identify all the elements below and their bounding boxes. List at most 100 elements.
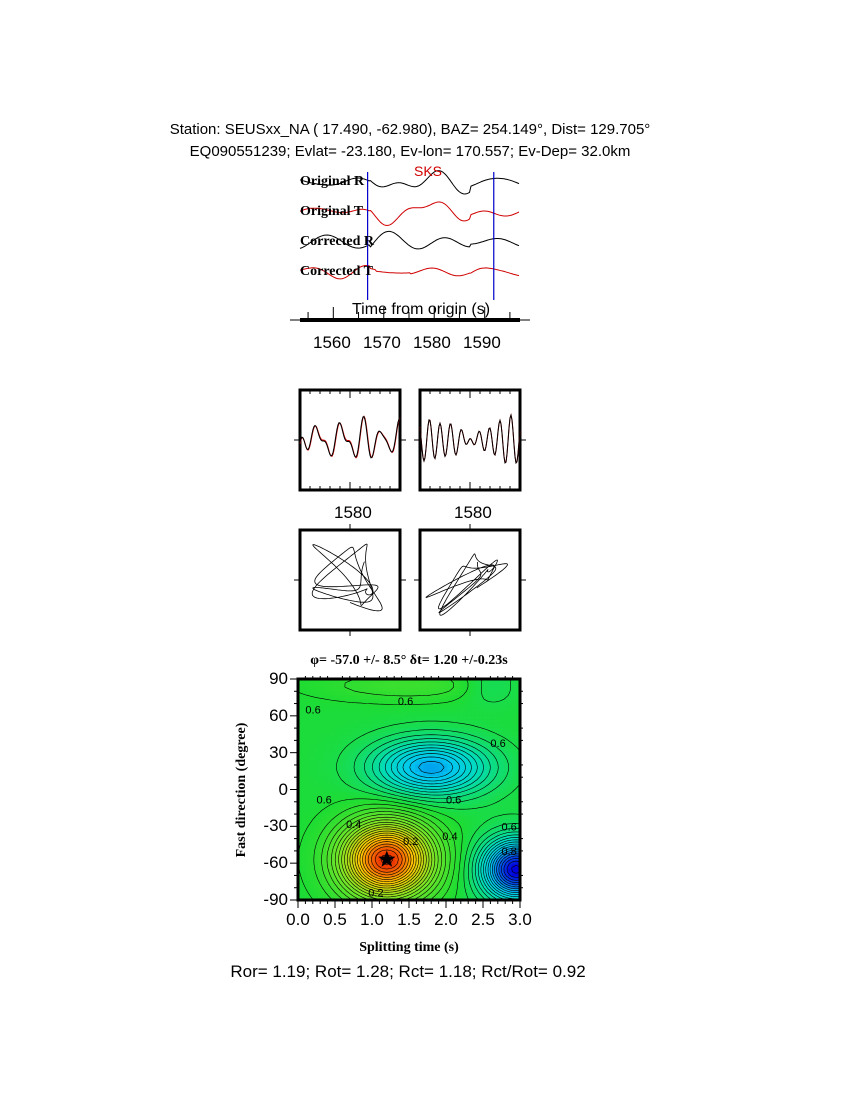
heatmap-cell — [511, 791, 517, 797]
heatmap-cell — [318, 771, 323, 777]
heatmap-cell — [314, 679, 319, 684]
heatmap-cell — [455, 803, 461, 809]
heatmap-cell — [511, 783, 517, 789]
heatmap-cell — [354, 707, 360, 712]
heatmap-cell — [515, 815, 521, 821]
heatmap-cell — [350, 827, 356, 833]
heatmap-cell — [491, 875, 497, 881]
heatmap-cell — [495, 815, 501, 821]
heatmap-cell — [443, 875, 448, 881]
heatmap-cell — [419, 679, 424, 684]
heatmap-cell — [330, 783, 335, 789]
heatmap-cell — [346, 815, 352, 821]
heatmap-cell — [370, 827, 376, 833]
heatmap-cell — [471, 803, 477, 809]
heatmap-cell — [310, 811, 315, 817]
heatmap-cell — [334, 779, 339, 785]
heatmap-cell — [435, 691, 440, 696]
heatmap-cell — [447, 823, 452, 829]
heatmap-cell — [411, 739, 416, 744]
heatmap-cell — [411, 819, 416, 825]
heatmap-cell — [386, 895, 392, 901]
heatmap-cell — [479, 799, 485, 805]
heatmap-cell — [318, 759, 323, 764]
heatmap-cell — [435, 719, 440, 724]
heatmap-cell — [394, 891, 400, 897]
heatmap-cell — [346, 763, 352, 768]
heatmap-cell — [310, 895, 315, 901]
heatmap-cell — [471, 871, 477, 877]
heatmap-cell — [431, 883, 436, 889]
heatmap-cell — [511, 871, 517, 877]
heatmap-cell — [302, 819, 307, 825]
heatmap-cell — [431, 719, 436, 724]
heatmap-cell — [306, 695, 311, 700]
heatmap-cell — [427, 687, 432, 692]
heatmap-cell — [314, 807, 319, 813]
heatmap-cell — [471, 679, 477, 684]
heatmap-cell — [431, 699, 436, 704]
heatmap-cell — [334, 707, 339, 712]
heatmap-cell — [487, 775, 493, 781]
tick-label: 1580 — [334, 503, 372, 522]
heatmap-cell — [415, 787, 420, 793]
heatmap-cell — [471, 791, 477, 797]
heatmap-cell — [370, 731, 376, 736]
heatmap-cell — [402, 799, 408, 805]
heatmap-cell — [511, 795, 517, 801]
heatmap-cell — [435, 807, 440, 813]
heatmap-cell — [495, 867, 501, 873]
heatmap-cell — [358, 755, 364, 760]
heatmap-cell — [423, 883, 428, 889]
heatmap-cell — [487, 783, 493, 789]
heatmap-cell — [310, 867, 315, 873]
heatmap-cell — [447, 819, 452, 825]
heatmap-cell — [475, 703, 481, 708]
heatmap-cell — [310, 787, 315, 793]
heatmap-cell — [302, 719, 307, 724]
heatmap-cell — [322, 887, 327, 893]
heatmap-cell — [350, 835, 356, 841]
heatmap-cell — [386, 815, 392, 821]
heatmap-cell — [499, 779, 505, 785]
heatmap-cell — [350, 855, 356, 861]
heatmap-cell — [463, 783, 469, 789]
heatmap-cell — [342, 707, 348, 712]
heatmap-cell — [318, 779, 323, 785]
heatmap-cell — [419, 707, 424, 712]
heatmap-cell — [443, 699, 448, 704]
heatmap-cell — [322, 827, 327, 833]
heatmap-cell — [491, 819, 497, 825]
heatmap-cell — [491, 863, 497, 869]
heatmap-cell — [455, 823, 461, 829]
heatmap-cell — [483, 799, 489, 805]
heatmap-cell — [306, 691, 311, 696]
heatmap-cell — [330, 887, 335, 893]
heatmap-cell — [491, 699, 497, 704]
heatmap-cell — [402, 751, 408, 756]
heatmap-cell — [318, 679, 323, 684]
heatmap-cell — [306, 803, 311, 809]
heatmap-cell — [499, 859, 505, 865]
tick-label: 60 — [269, 705, 288, 725]
heatmap-cell — [326, 715, 331, 720]
heatmap-cell — [306, 895, 311, 901]
heatmap-cell — [374, 723, 380, 728]
heatmap-cell — [431, 807, 436, 813]
heatmap-cell — [411, 735, 416, 740]
heatmap-cell — [411, 767, 416, 773]
heatmap-cell — [479, 791, 485, 797]
heatmap-cell — [354, 751, 360, 756]
heatmap-cell — [415, 743, 420, 748]
heatmap-cell — [483, 875, 489, 881]
heatmap-cell — [354, 807, 360, 813]
heatmap-cell — [330, 739, 335, 744]
heatmap-cell — [439, 835, 444, 841]
heatmap-cell — [306, 811, 311, 817]
heatmap-cell — [459, 699, 465, 704]
trace-label: Original T — [300, 204, 364, 219]
heatmap-cell — [318, 767, 323, 773]
heatmap-cell — [503, 803, 509, 809]
heatmap-cell — [374, 891, 380, 897]
heatmap-cell — [366, 735, 372, 740]
